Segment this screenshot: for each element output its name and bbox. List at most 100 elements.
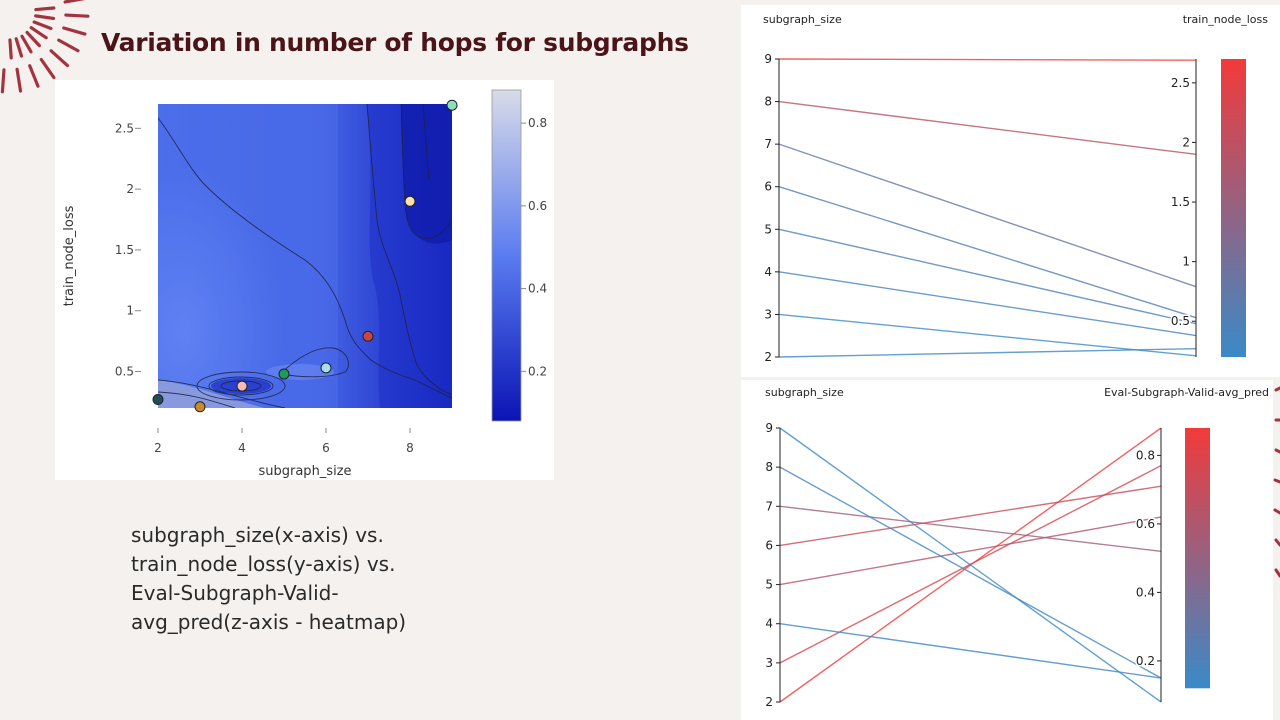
parallel-line [778, 271, 1197, 337]
burst-ray [57, 38, 80, 53]
parallel-line [778, 100, 1197, 156]
left-tick-label: 7 [764, 137, 772, 151]
x-tick-label: 4 [238, 441, 246, 455]
left-tick-label: 5 [764, 222, 772, 236]
data-point [236, 380, 248, 392]
left-tick-label: 3 [764, 307, 772, 321]
parallel-line [778, 186, 1197, 319]
left-tick-label: 4 [765, 617, 773, 631]
burst-ray [15, 67, 23, 93]
burst-ray [49, 49, 70, 68]
parallel-line [778, 143, 1197, 288]
left-tick-label: 3 [765, 656, 773, 670]
left-tick-label: 7 [765, 499, 773, 513]
heatmap-surface [158, 104, 452, 408]
slide-caption: subgraph_size(x-axis) vs. train_node_los… [131, 521, 461, 637]
right-tick-label: 2.5 [1171, 76, 1190, 90]
contour-chart-panel: 2 4 6 8 0.5 1 1.5 2 2.5 subgraph_size train_nod… [55, 80, 554, 480]
decorative-burst-top-left [0, 0, 90, 94]
colorbar-tick-label: 0.8 [528, 116, 547, 130]
parallel-line [779, 505, 1162, 552]
y-tick-label: 2 [126, 182, 134, 196]
parallel-line [779, 485, 1162, 547]
burst-ray [62, 26, 87, 36]
burst-ray [32, 20, 53, 31]
parallel-line [778, 228, 1197, 325]
left-tick-label: 9 [764, 52, 772, 66]
burst-ray [20, 34, 33, 54]
data-point [278, 368, 290, 380]
x-tick-label: 2 [154, 441, 162, 455]
left-tick-label: 6 [765, 538, 773, 552]
burst-ray [29, 26, 48, 40]
parallel-line [779, 623, 1162, 679]
caption-line: Eval-Subgraph-Valid- [131, 581, 339, 605]
left-tick-label: 8 [765, 460, 773, 474]
right-tick-label: 2 [1182, 135, 1190, 149]
left-tick-label: 9 [765, 421, 773, 435]
burst-ray [0, 68, 6, 94]
y-axis-title: train_node_loss [62, 205, 77, 306]
burst-ray [34, 14, 56, 21]
parallel-line [779, 466, 1162, 679]
right-axis-title: Eval-Subgraph-Valid-avg_pred [1104, 386, 1269, 399]
parallel-coords-pred-panel: subgraph_size Eval-Subgraph-Valid-avg_pr… [741, 380, 1273, 720]
parallel-line [779, 427, 1162, 703]
left-tick-label: 2 [765, 695, 773, 709]
right-tick-label: 0.2 [1136, 654, 1155, 668]
burst-ray [64, 13, 90, 18]
right-tick-label: 0.5 [1171, 314, 1190, 328]
left-axis-title: subgraph_size [765, 386, 844, 399]
burst-ray [8, 38, 13, 60]
parallel-coords-loss-panel: subgraph_size train_node_loss 2 3 4 5 6 7 8 9 0.… [741, 5, 1280, 377]
y-tick-label: 2.5 [115, 121, 134, 135]
right-tick-label: 0.8 [1136, 448, 1155, 462]
x-tick-label: 6 [322, 441, 330, 455]
data-point [404, 195, 416, 207]
right-tick-label: 0.4 [1136, 585, 1155, 599]
data-point [152, 393, 164, 405]
parallel-line [778, 313, 1197, 357]
parallel-coords-loss-chart: subgraph_size train_node_loss 2 3 4 5 6 7 8 9 0.… [763, 13, 1269, 364]
burst-ray [63, 0, 86, 4]
colorbar-tick-label: 0.6 [528, 199, 547, 213]
contour-heatmap-chart: 2 4 6 8 0.5 1 1.5 2 2.5 subgraph_size train_nod… [62, 89, 547, 479]
burst-ray [39, 57, 56, 80]
right-tick-label: 1.5 [1171, 195, 1190, 209]
burst-ray [28, 64, 40, 88]
parallel-coords-pred-chart: subgraph_size Eval-Subgraph-Valid-avg_pr… [765, 386, 1269, 709]
left-axis-title: subgraph_size [763, 13, 842, 26]
right-axis-title: train_node_loss [1183, 13, 1269, 26]
colorbar [1185, 428, 1210, 689]
parallel-line [778, 347, 1197, 358]
right-tick-label: 0.6 [1136, 517, 1155, 531]
y-tick-label: 1 [126, 304, 134, 318]
burst-ray [34, 6, 56, 12]
polylines [779, 427, 1162, 703]
burst-ray [14, 37, 24, 58]
colorbar-tick-label: 0.4 [528, 282, 547, 296]
colorbar [491, 89, 522, 422]
parallel-line [778, 58, 1197, 61]
polylines [778, 58, 1197, 358]
data-point [320, 362, 332, 374]
y-tick-label: 1.5 [115, 243, 134, 257]
data-point [446, 99, 458, 111]
left-tick-label: 6 [764, 180, 772, 194]
left-tick-label: 2 [764, 350, 772, 364]
x-axis-title: subgraph_size [258, 464, 351, 479]
burst-ray [25, 30, 41, 48]
colorbar [1221, 59, 1246, 357]
data-point [194, 401, 206, 413]
left-tick-label: 5 [765, 578, 773, 592]
parallel-line [779, 516, 1162, 586]
right-tick-label: 1 [1182, 255, 1190, 269]
y-tick-label: 0.5 [115, 365, 134, 379]
left-tick-label: 4 [764, 265, 772, 279]
colorbar-tick-label: 0.2 [528, 364, 547, 378]
data-point [362, 330, 374, 342]
caption-line: avg_pred(z-axis - heatmap) [131, 610, 407, 634]
caption-line: subgraph_size(x-axis) vs. [131, 523, 384, 547]
caption-line: train_node_loss(y-axis) vs. [131, 552, 396, 576]
slide-title: Variation in number of hops for subgraph… [101, 28, 689, 57]
